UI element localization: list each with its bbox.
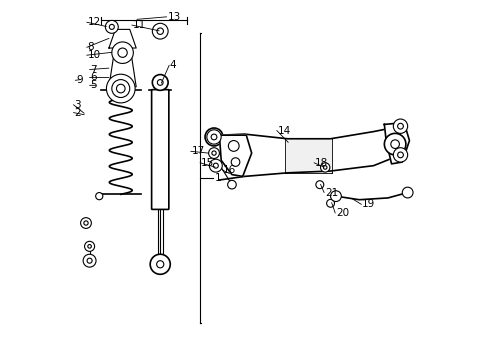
FancyBboxPatch shape (151, 90, 168, 210)
Text: 7: 7 (90, 64, 97, 75)
Circle shape (118, 48, 127, 57)
Circle shape (112, 42, 133, 63)
Circle shape (157, 28, 163, 35)
Circle shape (83, 254, 96, 267)
Text: 5: 5 (90, 80, 97, 90)
Circle shape (157, 80, 163, 85)
Text: 8: 8 (87, 42, 94, 52)
Circle shape (397, 152, 403, 158)
Circle shape (156, 261, 163, 268)
Text: 9: 9 (76, 75, 82, 85)
Text: 20: 20 (335, 208, 348, 218)
Text: 14: 14 (277, 126, 290, 135)
Circle shape (323, 166, 326, 169)
Circle shape (105, 21, 118, 33)
Circle shape (384, 134, 405, 155)
Circle shape (213, 163, 218, 168)
Circle shape (227, 180, 236, 189)
Text: 21: 21 (324, 188, 337, 198)
Circle shape (392, 148, 407, 162)
Circle shape (210, 134, 217, 140)
Text: 2: 2 (74, 108, 81, 118)
Circle shape (83, 221, 88, 225)
Text: 10: 10 (87, 50, 101, 60)
Circle shape (109, 24, 114, 30)
Circle shape (211, 151, 216, 155)
Circle shape (96, 193, 102, 200)
Text: 17: 17 (191, 146, 204, 156)
Circle shape (326, 199, 334, 207)
Circle shape (211, 134, 217, 140)
Text: 18: 18 (314, 158, 327, 168)
Circle shape (152, 75, 168, 90)
Circle shape (330, 191, 341, 202)
Circle shape (81, 218, 91, 228)
Circle shape (106, 74, 135, 103)
Text: 15: 15 (201, 158, 214, 168)
Polygon shape (109, 30, 136, 48)
Text: 12: 12 (87, 17, 101, 27)
Polygon shape (219, 135, 251, 176)
Circle shape (206, 130, 221, 144)
Text: 11: 11 (132, 20, 145, 30)
Circle shape (228, 140, 239, 151)
Text: 6: 6 (90, 72, 97, 82)
Circle shape (88, 244, 91, 248)
Bar (285, 139, 332, 173)
Circle shape (320, 163, 329, 172)
Circle shape (402, 187, 412, 198)
Text: 19: 19 (362, 199, 375, 210)
Circle shape (116, 84, 125, 93)
Circle shape (150, 254, 170, 274)
Text: 13: 13 (167, 12, 180, 22)
Circle shape (390, 140, 399, 148)
Circle shape (112, 80, 129, 98)
Circle shape (397, 123, 403, 129)
Polygon shape (384, 123, 408, 164)
Circle shape (392, 119, 407, 134)
Circle shape (204, 128, 223, 146)
Circle shape (231, 158, 239, 166)
Circle shape (209, 159, 222, 172)
Text: 4: 4 (169, 60, 176, 70)
Text: 3: 3 (74, 100, 81, 110)
Polygon shape (109, 49, 136, 87)
Text: 1: 1 (214, 173, 221, 183)
Circle shape (315, 181, 323, 189)
Circle shape (87, 258, 92, 263)
Circle shape (208, 148, 219, 158)
Circle shape (84, 241, 94, 251)
Circle shape (152, 23, 168, 39)
Text: 16: 16 (223, 165, 236, 175)
